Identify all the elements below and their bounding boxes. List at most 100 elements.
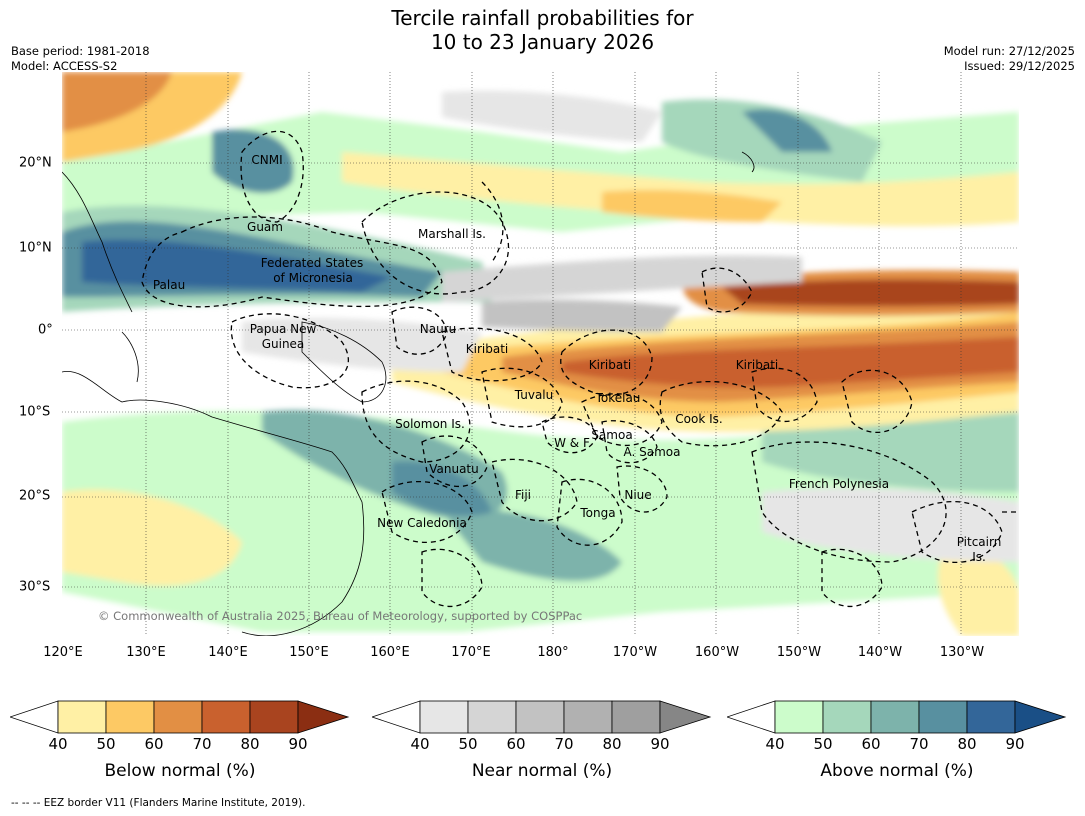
region-label: Guam [247, 220, 283, 234]
asia-coast [62, 171, 133, 313]
colorbar-tick: 40 [48, 735, 68, 753]
eez-border-vanuatu [421, 435, 488, 488]
region-label: Kiribati [589, 358, 631, 372]
island-coast [121, 331, 139, 383]
probability-fields [62, 72, 1019, 636]
y-tick-label: 20°N [19, 155, 52, 171]
below-normal-area [562, 337, 1019, 388]
region-label: Niue [624, 488, 651, 502]
near-normal-area [442, 90, 662, 142]
colorbar-tick: 90 [288, 735, 308, 753]
colorbar-segment [918, 700, 968, 734]
y-tick-label: 30°S [19, 579, 51, 595]
region-label: Tuvalu [514, 388, 554, 402]
region-label: Is. [972, 550, 986, 564]
eez-border [821, 548, 883, 608]
region-label: A. Samoa [624, 445, 681, 459]
copyright-notice: © Commonwealth of Australia 2025, Bureau… [98, 609, 582, 623]
eez-border-french-polynesia [751, 441, 947, 563]
colorbar-segment [611, 700, 661, 734]
x-tick-label: 160°W [694, 645, 740, 660]
colorbar-segment [467, 700, 517, 734]
near-normal-area [482, 299, 682, 332]
below-normal-area [938, 549, 1019, 636]
colorbar-tick: 50 [813, 735, 833, 753]
below-normal-area [722, 279, 1019, 307]
colorbar-tick: 50 [458, 735, 478, 753]
colorbar-segment [57, 700, 107, 734]
eez-border-fsm [141, 216, 443, 308]
colorbar-above-normal [727, 700, 1067, 734]
coastlines [62, 151, 755, 636]
issued-date: Issued: 29/12/2025 [964, 59, 1075, 73]
colorbar-high-arrow [1014, 700, 1067, 734]
eez-border-png [230, 313, 349, 389]
above-normal-area [762, 409, 1019, 492]
near-normal-area [442, 255, 802, 302]
below-normal-area [62, 72, 172, 132]
region-label: W & F [554, 436, 590, 450]
eez-border-cnmi [240, 130, 304, 223]
map-area: CNMI Guam Marshall Is. Federated States … [62, 72, 1019, 636]
eez-borders [141, 130, 1019, 608]
region-label: Guinea [262, 337, 305, 351]
region-label: Solomon Is. [395, 417, 465, 431]
colorbar-high-arrow [297, 700, 350, 734]
region-label: Federated States [261, 256, 363, 270]
region-label: of Micronesia [273, 271, 353, 285]
colorbar-segment [201, 700, 251, 734]
chart-title: Tercile rainfall probabilities for 10 to… [0, 6, 1085, 54]
region-label: Samoa [591, 428, 632, 442]
x-tick-label: 130°W [939, 645, 985, 660]
region-label: Vanuatu [429, 462, 479, 476]
eez-border-new-caledonia [381, 480, 473, 544]
x-tick-label: 170°W [612, 645, 658, 660]
colorbar-high-arrow [659, 700, 712, 734]
above-normal-area [742, 109, 832, 152]
region-label: Papua New [250, 322, 317, 336]
colorbar-tick: 60 [144, 735, 164, 753]
x-tick-label: 140°E [208, 645, 248, 660]
colorbar-segment [822, 700, 872, 734]
x-tick-label: 180° [537, 645, 569, 660]
meta-right: Model run: 27/12/2025 Issued: 29/12/2025 [944, 44, 1075, 74]
below-normal-area [342, 152, 1019, 227]
colorbar-segment [774, 700, 824, 734]
eez-border-kiribati [701, 267, 753, 313]
region-label: Kiribati [466, 342, 508, 356]
meta-left: Base period: 1981-2018 Model: ACCESS-S2 [11, 44, 150, 74]
x-tick-label: 170°E [451, 645, 491, 660]
eez-border-kiribati [441, 327, 543, 382]
colorbar-segment [105, 700, 155, 734]
eez-border-fiji [491, 458, 578, 522]
region-label: Cook Is. [675, 412, 722, 426]
region-label: Tokelau [595, 391, 641, 405]
y-tick-label: 10°S [19, 404, 51, 420]
below-normal-area [602, 190, 782, 222]
x-tick-label: 140°W [857, 645, 903, 660]
colorbar-title: Below normal (%) [104, 761, 256, 781]
colorbar-below-normal [10, 700, 350, 734]
colorbar-title: Near normal (%) [471, 761, 613, 781]
eez-border-tuvalu [481, 367, 563, 428]
colorbar-segment [419, 700, 469, 734]
colorbar-near-normal [372, 700, 712, 734]
hawaii-coast [741, 151, 755, 173]
region-label: Kiribati [736, 358, 778, 372]
gridlines [62, 72, 1019, 636]
x-tick-label: 160°E [370, 645, 410, 660]
x-tick-label: 120°E [43, 645, 83, 660]
y-tick-label: 20°S [19, 488, 51, 504]
eez-border-norfolk [421, 548, 483, 608]
x-tick-label: 130°E [126, 645, 166, 660]
region-label: Fiji [515, 488, 531, 502]
colorbar-low-arrow [727, 700, 776, 734]
colorbar-tick: 50 [96, 735, 116, 753]
colorbar-tick: 70 [909, 735, 929, 753]
x-tick-label: 150°E [289, 645, 329, 660]
eez-border-pitcairn [911, 500, 1003, 564]
colorbar-title: Above normal (%) [820, 761, 974, 781]
title-line-2: 10 to 23 January 2026 [430, 30, 655, 54]
colorbar-low-arrow [372, 700, 421, 734]
eez-border-french-polynesia [841, 369, 913, 433]
